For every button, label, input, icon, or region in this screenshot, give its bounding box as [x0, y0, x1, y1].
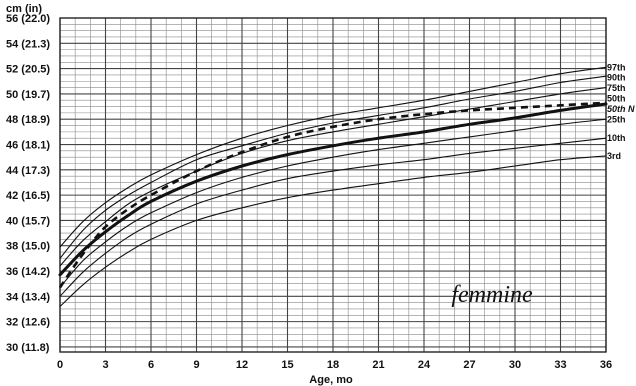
x-tick-labels: 0 3 6 9 12 15 18 21 24 27 30 33 36: [57, 359, 612, 371]
y-tick-label: 40 (15.7): [6, 215, 50, 227]
x-tick-label: 15: [281, 359, 293, 371]
series-line-10th: [59, 137, 607, 297]
series-layer: [58, 66, 608, 308]
x-tick-label: 30: [509, 359, 521, 371]
x-tick-label: 12: [236, 359, 248, 371]
x-tick-label: 3: [102, 359, 108, 371]
x-tick-label: 21: [372, 359, 384, 371]
y-tick-label: 50 (19.7): [6, 89, 50, 101]
series-label-50th-n: 50th N: [607, 104, 635, 114]
x-tick-label: 18: [327, 359, 339, 371]
y-tick-label: 34 (13.4): [6, 291, 50, 303]
x-tick-label: 27: [463, 359, 475, 371]
y-tick-label: 56 (22.0): [6, 13, 50, 25]
x-tick-label: 33: [554, 359, 566, 371]
x-tick-label: 24: [418, 359, 431, 371]
series-label-97th: 97th: [607, 62, 626, 72]
gender-annotation: femmine: [451, 282, 533, 308]
series-label-50th: 50th: [607, 94, 626, 104]
y-tick-label: 38 (15.0): [6, 241, 50, 253]
series-line-90th: [59, 75, 607, 259]
y-tick-label: 52 (20.5): [6, 64, 50, 76]
y-tick-label: 44 (17.3): [6, 165, 50, 177]
x-tick-label: 9: [193, 359, 199, 371]
y-tick-label: 48 (18.9): [6, 114, 50, 126]
series-line-25th: [59, 118, 607, 289]
y-tick-label: 54 (21.3): [6, 38, 50, 50]
y-tick-label: 36 (14.2): [6, 266, 50, 278]
y-tick-label: 42 (16.5): [6, 190, 50, 202]
y-tick-label: 32 (12.6): [6, 317, 50, 329]
series-label-25th: 25th: [607, 114, 626, 124]
series-line-50th: [58, 102, 608, 277]
series-line-50th-n: [58, 101, 607, 289]
y-axis-title: cm (in): [6, 3, 42, 15]
y-tick-label: 30 (11.8): [6, 342, 50, 354]
x-axis-title: Age, mo: [309, 374, 353, 386]
series-line-75th: [59, 87, 607, 267]
y-tick-labels: 30 (11.8) 32 (12.6) 34 (13.4) 36 (14.2) 38 (…: [6, 13, 50, 354]
series-line-97th: [59, 66, 607, 248]
x-tick-label: 6: [148, 359, 154, 371]
y-tick-label: 46 (18.1): [6, 140, 50, 152]
series-line-3rd: [59, 155, 607, 308]
series-label-10th: 10th: [607, 133, 626, 143]
series-label-90th: 90th: [607, 73, 626, 83]
plot-frame: [59, 17, 607, 353]
x-tick-label: 0: [57, 359, 63, 371]
series-label-3rd: 3rd: [607, 151, 621, 161]
series-label-75th: 75th: [607, 83, 626, 93]
x-tick-label: 36: [600, 359, 612, 371]
